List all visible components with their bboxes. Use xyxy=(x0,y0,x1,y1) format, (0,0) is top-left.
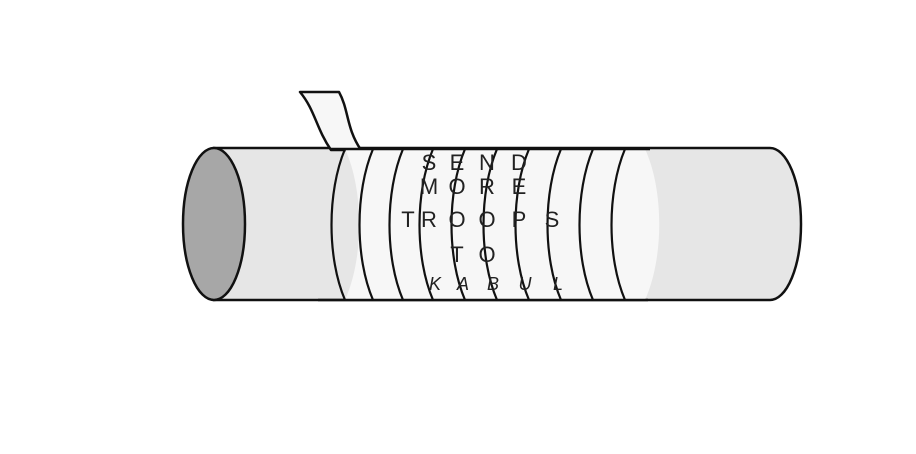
letter: D xyxy=(511,150,527,175)
letter: T xyxy=(450,242,463,267)
letter: B xyxy=(487,274,499,294)
cylinder-end-face xyxy=(181,146,247,302)
strip-wraps xyxy=(330,148,627,301)
message-letters: S E N DM O R ET R O O P ST OK A B U L xyxy=(401,150,563,294)
strip-wrap-edge xyxy=(330,148,347,301)
letter: U xyxy=(519,274,533,294)
letter: P xyxy=(512,207,527,232)
letter: S xyxy=(545,207,560,232)
letter: K xyxy=(429,274,442,294)
letter: R xyxy=(479,174,495,199)
strip-wrap-edge xyxy=(610,148,627,301)
letter: A xyxy=(456,274,469,294)
letter: E xyxy=(512,174,527,199)
strip-wrap-edge xyxy=(418,148,435,301)
letter: T xyxy=(401,207,414,232)
letter: O xyxy=(448,207,465,232)
strip-wrap-edge xyxy=(578,148,595,301)
strip-wrap-edge xyxy=(358,148,375,301)
strip-wrap-edge xyxy=(388,148,405,301)
strip-wrap-edge xyxy=(546,148,563,301)
letter: M xyxy=(420,174,438,199)
letter: N xyxy=(479,150,495,175)
wound-strip xyxy=(318,147,660,302)
strip-wrap-edge xyxy=(514,148,531,301)
letter: O xyxy=(478,207,495,232)
strip-wrap-edge xyxy=(450,148,467,301)
strip-loose-end xyxy=(298,90,363,152)
strip-wrap-edge xyxy=(482,148,499,301)
letter: O xyxy=(478,242,495,267)
letter: R xyxy=(421,207,437,232)
letter: E xyxy=(450,150,465,175)
letter: S xyxy=(422,150,437,175)
strip-band-fill xyxy=(345,149,660,300)
letter: L xyxy=(553,274,563,294)
letter: O xyxy=(448,174,465,199)
